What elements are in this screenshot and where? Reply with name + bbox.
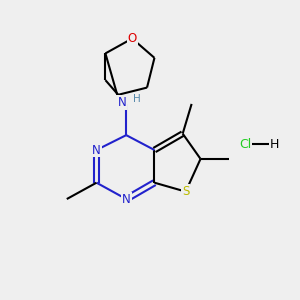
Text: N: N: [122, 193, 130, 206]
Text: H: H: [270, 138, 280, 151]
Text: Cl: Cl: [239, 138, 251, 151]
Text: S: S: [182, 185, 189, 198]
Text: N: N: [92, 143, 101, 157]
Text: O: O: [128, 32, 137, 45]
Text: N: N: [117, 96, 126, 109]
Text: H: H: [133, 94, 140, 104]
